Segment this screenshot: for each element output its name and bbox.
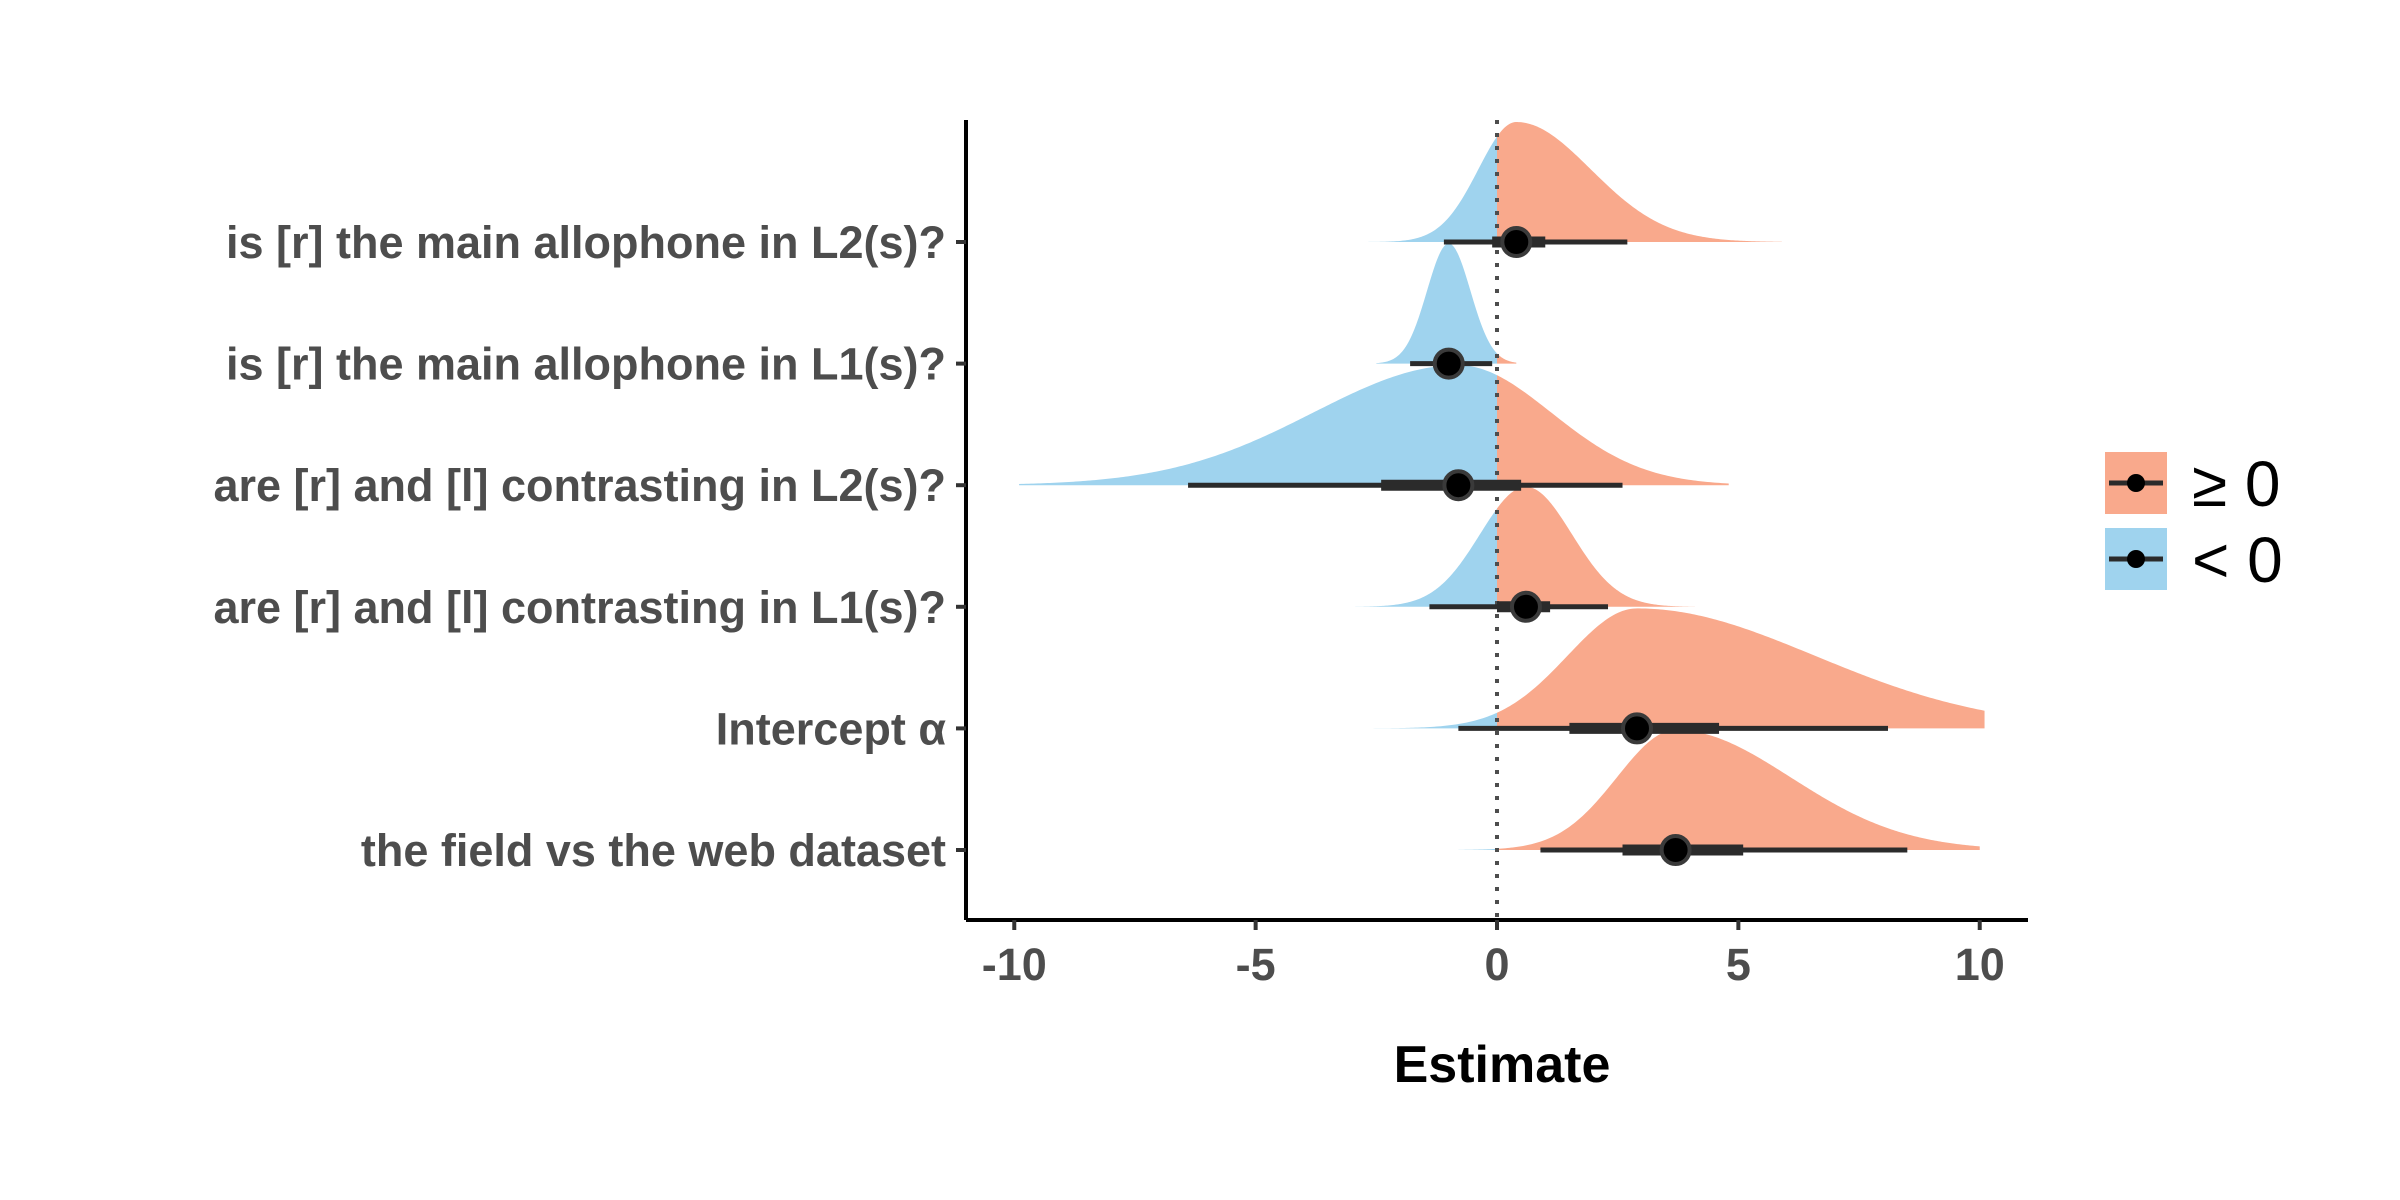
x-ticks: -10 -5 0 5 10: [982, 920, 2005, 990]
density-positive: [1497, 375, 1729, 486]
median-point: [1509, 590, 1542, 623]
legend-label: ≥ 0: [2192, 448, 2281, 520]
x-tick-label: 0: [1484, 939, 1509, 990]
x-tick-label: -5: [1236, 939, 1276, 990]
x-axis-title: Estimate: [1394, 1036, 1611, 1094]
x-tick-label: 10: [1955, 939, 2005, 990]
density-negative: [1332, 508, 1497, 607]
y-tick-label: Intercept α: [716, 703, 947, 754]
density-negative: [1376, 243, 1497, 364]
density-positive: [1497, 486, 1695, 607]
x-tick-label: -10: [982, 939, 1047, 990]
density-negative: [1347, 136, 1497, 242]
density-positive: [1497, 353, 1517, 364]
interval-layer: [1188, 226, 1908, 866]
median-point: [1432, 347, 1465, 380]
y-tick-label: are [r] and [l] contrasting in L1(s)?: [213, 582, 946, 633]
density-positive: [1497, 730, 1980, 850]
median-point: [1442, 469, 1475, 502]
y-tick-label: is [r] the main allophone in L2(s)?: [226, 217, 946, 268]
y-tick-label: are [r] and [l] contrasting in L2(s)?: [213, 460, 946, 511]
legend: ≥ 0< 0: [2105, 448, 2283, 596]
legend-key-point: [2127, 550, 2145, 568]
density-positive: [1497, 608, 1985, 729]
density-layer: [1019, 122, 1985, 850]
median-point: [1659, 834, 1692, 866]
legend-label: < 0: [2192, 524, 2283, 596]
median-point: [1500, 226, 1533, 258]
y-tick-label: is [r] the main allophone in L1(s)?: [226, 339, 946, 390]
median-point: [1620, 712, 1653, 745]
x-tick-label: 5: [1726, 939, 1751, 990]
density-negative: [1458, 848, 1497, 850]
legend-key-point: [2127, 474, 2145, 492]
y-ticks: is [r] the main allophone in L2(s)? is [r…: [213, 217, 966, 876]
density-negative: [1019, 365, 1497, 486]
density-negative: [1347, 712, 1497, 729]
y-tick-label: the field vs the web dataset: [361, 825, 946, 876]
density-positive: [1497, 122, 1782, 242]
